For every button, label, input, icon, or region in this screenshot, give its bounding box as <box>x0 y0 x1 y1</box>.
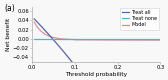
X-axis label: Threshold probability: Threshold probability <box>65 72 127 77</box>
Text: (a): (a) <box>4 4 15 13</box>
Legend: Treat all, Treat none, Model: Treat all, Treat none, Model <box>120 8 159 30</box>
Y-axis label: Net benefit: Net benefit <box>6 18 11 51</box>
